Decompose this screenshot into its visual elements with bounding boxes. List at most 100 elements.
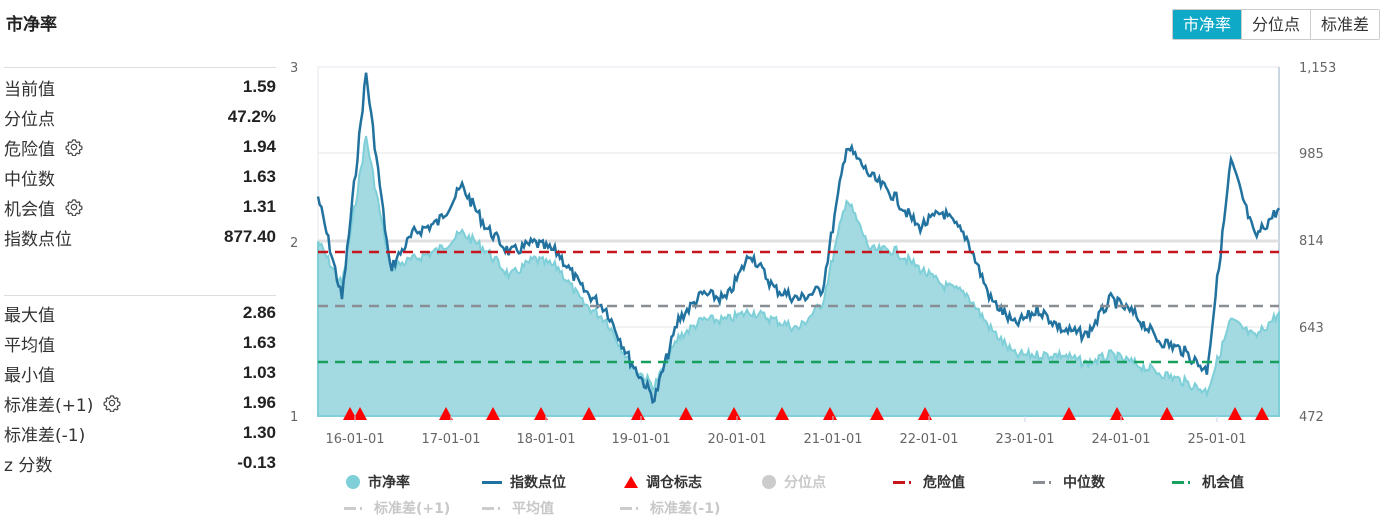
- stat-primary-row: 中位数 1.63: [4, 162, 276, 192]
- stat-label-text: 危险值: [4, 139, 55, 160]
- x-axis: 16-01-01 17-01-01 18-01-01 19-01-01 20-01-01…: [325, 416, 1247, 447]
- stat-value: 47.2%: [227, 107, 276, 126]
- stat-label-text: 最大值: [4, 305, 55, 326]
- y-left-tick-2: 2: [290, 236, 298, 251]
- index-line: [316, 72, 1281, 405]
- rebalance-marker[interactable]: [582, 407, 596, 420]
- y-right-tick-1153: 1,153: [1299, 61, 1336, 76]
- x-tick-label: 17-01-01: [421, 432, 480, 447]
- rebalance-marker[interactable]: [353, 407, 367, 420]
- legend-index[interactable]: 指数点位: [482, 472, 566, 492]
- tab-percentile[interactable]: 分位点: [1240, 10, 1310, 39]
- rebalance-marker[interactable]: [343, 407, 357, 420]
- stat-label-text: 当前值: [4, 79, 55, 100]
- legend-pb[interactable]: 市净率: [346, 472, 410, 492]
- metric-tab-group: 市净率 分位点 标准差: [1171, 9, 1380, 40]
- gear-icon[interactable]: [103, 394, 121, 413]
- stat-secondary-row: 标准差(+1) 1.96: [4, 388, 276, 418]
- rebalance-marker[interactable]: [1160, 407, 1174, 420]
- x-tick-label: 23-01-01: [995, 432, 1054, 447]
- right-y-axis: 1,153 985 814 643 472: [1299, 61, 1336, 425]
- circle-icon: [762, 475, 776, 489]
- circle-icon: [346, 475, 360, 489]
- rebalance-marker[interactable]: [1255, 407, 1269, 420]
- rebalance-marker[interactable]: [870, 407, 884, 420]
- x-tick-label: 18-01-01: [516, 432, 575, 447]
- stat-label: 平均值: [4, 331, 55, 356]
- y-right-tick-985: 985: [1299, 147, 1324, 162]
- x-tick-label: 22-01-01: [899, 432, 958, 447]
- x-tick-label: 21-01-01: [803, 432, 862, 447]
- x-tick-label: 25-01-01: [1187, 432, 1246, 447]
- stats-secondary-panel: 最大值 2.86 平均值 1.63 最小值 1.03 标准差(+1) 1.96 标准差(-1) 1…: [4, 295, 276, 478]
- stat-label-text: 最小值: [4, 365, 55, 386]
- stat-secondary-row: 平均值 1.63: [4, 328, 276, 358]
- stat-label-text: 分位点: [4, 109, 55, 130]
- stat-label: 标准差(+1): [4, 391, 121, 416]
- x-tick-label: 20-01-01: [707, 432, 766, 447]
- legend-mean[interactable]: 平均值: [482, 498, 554, 518]
- page-title: 市净率: [6, 15, 57, 35]
- stat-label-text: 指数点位: [4, 229, 72, 250]
- stat-label: z 分数: [4, 451, 52, 476]
- stat-secondary-row: 最小值 1.03: [4, 358, 276, 388]
- stat-label-text: 平均值: [4, 335, 55, 356]
- dash-dot-icon: [893, 480, 915, 484]
- stat-secondary-row: 标准差(-1) 1.30: [4, 418, 276, 448]
- stat-value: 1.63: [242, 167, 276, 186]
- stat-label: 中位数: [4, 165, 55, 190]
- stat-primary-row: 分位点 47.2%: [4, 102, 276, 132]
- rebalance-marker[interactable]: [1228, 407, 1242, 420]
- stat-value: 2.86: [242, 303, 276, 322]
- rebalance-marker[interactable]: [679, 407, 693, 420]
- legend-percentile[interactable]: 分位点: [762, 472, 826, 492]
- y-right-tick-472: 472: [1299, 410, 1324, 425]
- index-line-series: [316, 72, 1281, 405]
- stat-secondary-row: z 分数 -0.13: [4, 448, 276, 478]
- gear-icon[interactable]: [65, 138, 83, 157]
- stat-primary-row: 机会值 1.31: [4, 192, 276, 222]
- rebalance-marker[interactable]: [1062, 407, 1076, 420]
- stat-label-text: z 分数: [4, 455, 53, 476]
- tab-stddev[interactable]: 标准差: [1309, 10, 1379, 39]
- stat-value: 1.30: [242, 423, 276, 442]
- dash-dot-icon: [344, 506, 366, 510]
- legend-opportunity[interactable]: 机会值: [1172, 472, 1244, 492]
- legend-danger[interactable]: 危险值: [893, 472, 965, 492]
- stat-value: 1.59: [242, 77, 276, 96]
- stat-value: 1.03: [242, 363, 276, 382]
- legend-median[interactable]: 中位数: [1033, 472, 1105, 492]
- pb-area-series: [317, 135, 1280, 417]
- stats-primary-panel: 当前值 1.59 分位点 47.2% 危险值 1.94 中位数 1.63 机会值 1.31 指数点位…: [4, 67, 276, 252]
- stat-primary-row: 危险值 1.94: [4, 132, 276, 162]
- triangle-icon: [624, 476, 638, 488]
- rebalance-marker[interactable]: [439, 407, 453, 420]
- legend-rebalance[interactable]: 调仓标志: [624, 472, 702, 492]
- x-tick-label: 16-01-01: [325, 432, 384, 447]
- legend-stddev-minus[interactable]: 标准差(-1): [620, 498, 720, 518]
- stat-label-text: 机会值: [4, 199, 55, 220]
- tab-pb[interactable]: 市净率: [1172, 10, 1241, 39]
- left-y-axis: 3 2 1: [290, 61, 298, 425]
- stat-value: -0.13: [237, 453, 276, 472]
- dash-dot-icon: [1033, 480, 1055, 484]
- stat-label-text: 标准差(+1): [4, 395, 94, 416]
- stat-primary-row: 当前值 1.59: [4, 72, 276, 102]
- gear-icon[interactable]: [65, 198, 83, 217]
- y-right-tick-814: 814: [1299, 234, 1324, 249]
- stat-label: 最大值: [4, 301, 55, 326]
- stat-value: 1.63: [242, 333, 276, 352]
- y-right-tick-643: 643: [1299, 321, 1324, 336]
- stat-label: 机会值: [4, 195, 83, 220]
- rebalance-marker[interactable]: [486, 407, 500, 420]
- rebalance-marker[interactable]: [775, 407, 789, 420]
- rebalance-marker[interactable]: [534, 407, 548, 420]
- stat-label: 当前值: [4, 75, 55, 100]
- stat-label: 指数点位: [4, 225, 72, 250]
- legend-stddev-plus[interactable]: 标准差(+1): [344, 498, 450, 518]
- stat-value: 1.31: [242, 197, 276, 216]
- stat-label: 危险值: [4, 135, 83, 160]
- stat-value: 1.96: [242, 393, 276, 412]
- x-tick-label: 19-01-01: [611, 432, 670, 447]
